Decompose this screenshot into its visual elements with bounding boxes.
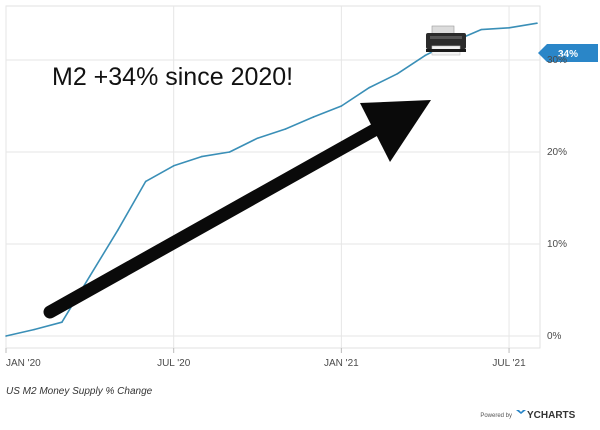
data-point — [61, 321, 63, 324]
ycharts-credit: Powered by YCHARTS — [480, 410, 576, 421]
ycharts-logo-icon — [516, 410, 526, 414]
data-point — [340, 105, 343, 107]
x-tick-label: JAN '21 — [324, 358, 359, 369]
chart-caption: US M2 Money Supply % Change — [6, 386, 153, 397]
data-point — [33, 328, 35, 331]
y-tick-label: 0% — [547, 331, 562, 342]
data-point — [256, 137, 259, 139]
data-point — [200, 155, 203, 158]
data-point — [284, 128, 287, 130]
headline-annotation: M2 +34% since 2020! — [52, 63, 293, 91]
data-point — [424, 54, 427, 57]
last-value-badge: 34% — [538, 44, 598, 62]
data-point — [89, 275, 91, 278]
data-point — [116, 229, 119, 231]
data-point — [312, 116, 315, 118]
x-axis-ticks: JAN '20 JUL '20 JAN '21 JUL '21 — [5, 348, 526, 369]
trend-arrow-icon — [43, 100, 431, 319]
badge-value: 34% — [558, 49, 578, 60]
y-tick-label: 10% — [547, 239, 567, 250]
data-point — [396, 73, 399, 75]
data-point — [368, 86, 371, 89]
grid-lines — [5, 6, 540, 348]
data-point — [172, 165, 175, 167]
data-point — [508, 27, 510, 29]
printer-icon — [426, 25, 466, 56]
x-tick-label: JAN '20 — [6, 358, 41, 369]
y-tick-label: 20% — [547, 147, 567, 158]
y-tick-label: 30% — [547, 55, 567, 66]
x-tick-label: JUL '21 — [492, 358, 526, 369]
data-point — [228, 151, 231, 153]
y-axis-ticks: 0% 10% 20% 30% — [547, 55, 567, 342]
data-point — [480, 28, 482, 31]
data-point — [5, 335, 7, 337]
x-tick-label: JUL '20 — [157, 358, 191, 369]
badge-shape — [538, 44, 598, 62]
data-point — [536, 22, 538, 25]
data-point — [144, 180, 147, 183]
credit-prefix: Powered by — [480, 413, 512, 419]
credit-brand: YCHARTS — [527, 410, 576, 421]
